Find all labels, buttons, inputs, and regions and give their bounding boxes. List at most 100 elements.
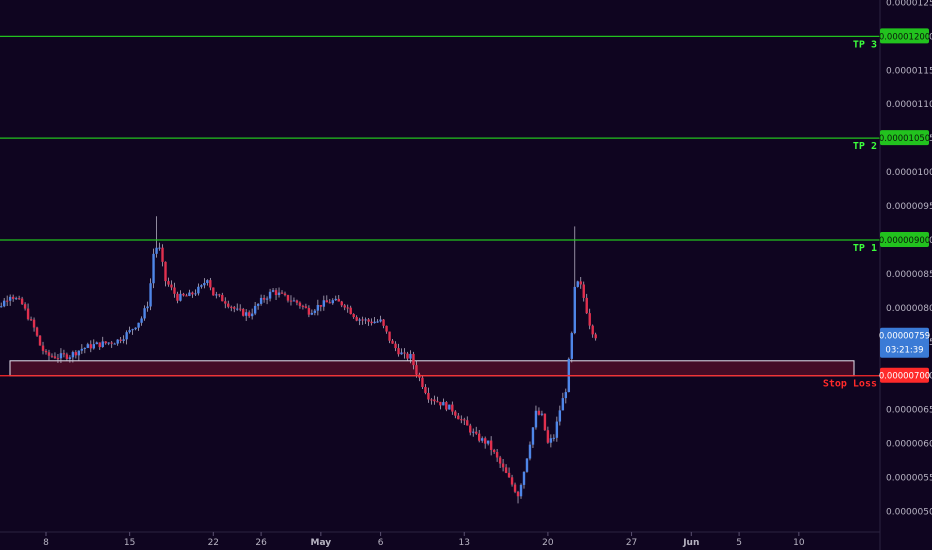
candle-body xyxy=(466,420,469,426)
candle-body xyxy=(406,353,409,359)
candle-body xyxy=(209,280,212,288)
candle-body xyxy=(146,306,149,309)
candle-body xyxy=(376,321,379,323)
candle-body xyxy=(412,353,415,366)
candle-body xyxy=(241,309,245,316)
candle-body xyxy=(233,307,236,309)
candle-body xyxy=(540,413,544,415)
candle-body xyxy=(20,298,24,305)
candle-body xyxy=(328,302,332,304)
level-label: TP 3 xyxy=(853,39,877,50)
candle-body xyxy=(504,467,508,473)
candle-body xyxy=(50,355,54,357)
candle-body xyxy=(558,410,562,422)
candle-body xyxy=(546,430,550,443)
candle-body xyxy=(212,287,215,296)
candle-body xyxy=(158,247,161,249)
current-price-badge xyxy=(880,327,929,358)
level-label: Stop Loss xyxy=(823,379,877,390)
x-tick-label: 6 xyxy=(378,538,384,548)
candle-body xyxy=(469,425,472,433)
candle-body xyxy=(570,333,573,359)
candle-body xyxy=(47,352,51,356)
candle-body xyxy=(236,308,239,310)
candle-body xyxy=(68,357,72,359)
candle-body xyxy=(301,305,305,307)
candle-body xyxy=(591,325,594,335)
candle-body xyxy=(537,410,541,415)
level-label: TP 2 xyxy=(853,141,877,152)
candle-body xyxy=(331,300,334,304)
x-tick-label: 15 xyxy=(124,538,135,548)
time-axis-background xyxy=(0,532,932,550)
candle-body xyxy=(92,344,95,349)
candle-body xyxy=(224,301,227,304)
candle-body xyxy=(298,302,302,306)
candle-body xyxy=(41,345,45,351)
candle-body xyxy=(167,281,170,285)
candle-body xyxy=(313,310,317,313)
candle-body xyxy=(379,319,382,322)
candle-body xyxy=(460,419,463,421)
levels-layer: TP 3 TP 2 TP 1 Stop Loss xyxy=(0,35,880,390)
support-zone-box[interactable] xyxy=(9,360,855,377)
candle-body xyxy=(451,404,454,412)
level-price-badge-text: 0.00001200 xyxy=(879,32,930,42)
candle-body xyxy=(475,431,478,434)
candle-body xyxy=(80,348,84,351)
candle-body xyxy=(119,339,122,341)
candle-body xyxy=(14,298,18,300)
candle-body xyxy=(247,312,251,317)
candle-body xyxy=(230,306,233,308)
candle-body xyxy=(17,298,21,300)
candle-body xyxy=(561,398,565,411)
candle-body xyxy=(59,353,63,359)
candle-body xyxy=(501,463,505,468)
candle-body xyxy=(244,312,248,316)
candle-body xyxy=(74,352,78,356)
candle-body xyxy=(5,300,9,302)
candle-body xyxy=(71,352,75,358)
candle-body xyxy=(107,342,110,344)
candle-body xyxy=(382,319,385,326)
candle-body xyxy=(110,342,113,344)
x-tick-label: 8 xyxy=(43,538,49,548)
candle-body xyxy=(534,410,538,428)
candle-body xyxy=(304,306,308,308)
candle-body xyxy=(585,297,588,314)
candle-body xyxy=(182,293,185,296)
candle-body xyxy=(400,352,403,355)
candle-body xyxy=(573,286,576,334)
current-price-text: 0.00000759 xyxy=(879,332,930,342)
candle-body xyxy=(355,317,358,321)
x-tick-label: 10 xyxy=(793,538,805,548)
candle-body xyxy=(472,431,475,433)
candle-body xyxy=(415,365,418,375)
candle-body xyxy=(528,444,532,459)
candle-body xyxy=(32,319,36,328)
candle-body xyxy=(137,322,140,328)
x-tick-label: 22 xyxy=(208,538,219,548)
x-tick-label: May xyxy=(311,538,332,548)
candle-body xyxy=(221,294,224,302)
candle-body xyxy=(367,319,370,322)
x-tick-label: 5 xyxy=(736,538,742,548)
candle-body xyxy=(125,332,128,340)
candle-body xyxy=(56,358,60,360)
candle-body xyxy=(197,286,200,294)
candle-body xyxy=(525,458,529,472)
candle-body xyxy=(433,399,436,402)
candle-body xyxy=(370,321,373,324)
candle-body xyxy=(588,313,591,326)
candle-body xyxy=(289,300,293,302)
candle-body xyxy=(116,339,119,344)
candle-body xyxy=(113,343,116,345)
candle-body xyxy=(445,402,448,410)
candle-body xyxy=(495,452,499,458)
candle-body xyxy=(131,329,134,331)
candle-body xyxy=(161,247,164,262)
candle-body xyxy=(337,298,340,302)
